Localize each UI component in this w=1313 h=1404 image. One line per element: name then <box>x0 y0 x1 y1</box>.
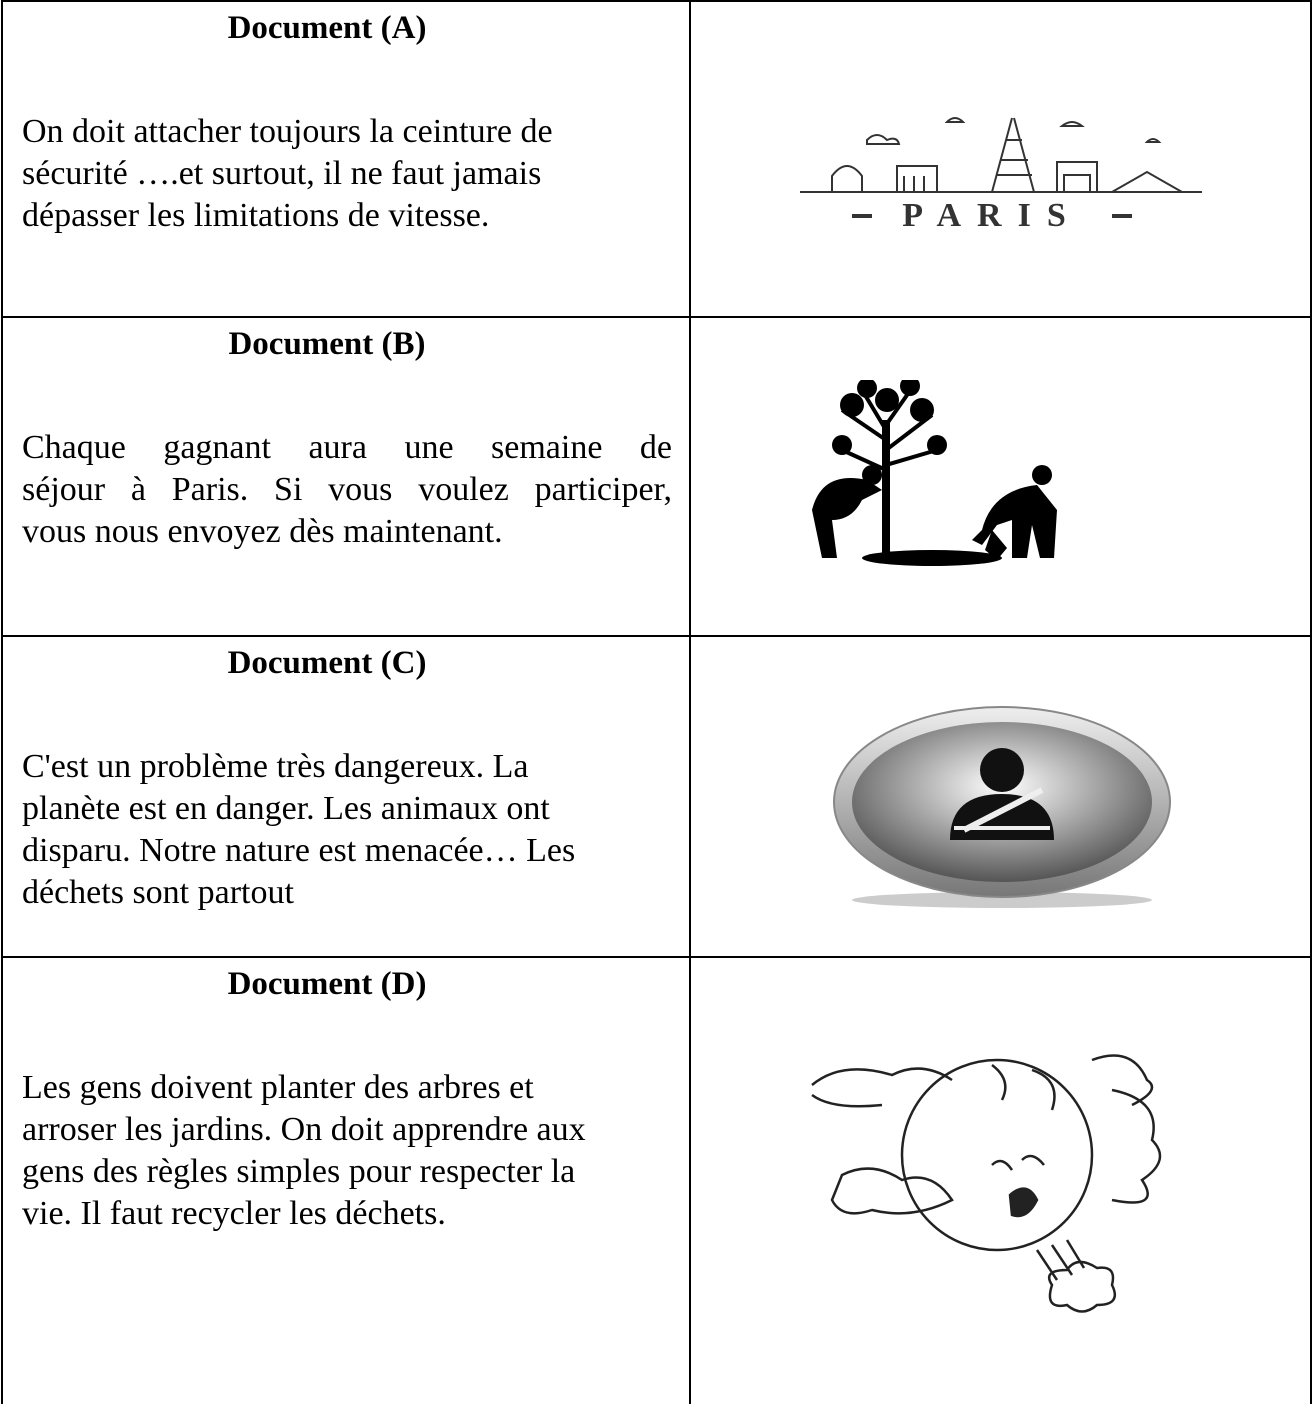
border <box>1 0 1312 2</box>
document-title: Document (A) <box>227 10 427 46</box>
tree-planting-illustration <box>812 380 1057 566</box>
document-cell: Document (D) Les gens doivent planter des… <box>22 958 672 1235</box>
border <box>1 635 1312 637</box>
border <box>1 316 1312 318</box>
border <box>689 0 691 1404</box>
document-cell: Document (B) Chaque gagnant aura une sema… <box>22 318 672 553</box>
document-text: On doit attacher toujours la ceinture de… <box>22 111 672 237</box>
document-title: Document (C) <box>227 645 427 681</box>
text-line: gens des règles simples pour respecter l… <box>22 1153 576 1190</box>
text-line: vie. Il faut recycler les déchets. <box>22 1195 446 1232</box>
text-line: sécurité ….et surtout, il ne faut jamais <box>22 155 542 192</box>
document-cell: Document (A) On doit attacher toujours la… <box>22 2 672 237</box>
border <box>1310 0 1312 1404</box>
text-line: planète est en danger. Les animaux ont <box>22 790 550 827</box>
polluted-earth-illustration <box>811 1054 1162 1313</box>
seatbelt-illustration <box>833 706 1171 908</box>
document-text: Chaque gagnant aura une semaine de séjour… <box>22 427 672 553</box>
document-title: Document (B) <box>228 326 426 362</box>
text-line: déchets sont partout <box>22 874 294 911</box>
text-line: vous nous envoyez dès maintenant. <box>22 513 503 550</box>
text-line: arroser les jardins. On doit apprendre a… <box>22 1111 586 1148</box>
border <box>1 956 1312 958</box>
text-line: dépasser les limitations de vitesse. <box>22 197 490 234</box>
text-line: Chaque gagnant aura une semaine de <box>22 429 672 466</box>
text-line: disparu. Notre nature est menacée… Les <box>22 832 576 869</box>
document-text: C'est un problème très dangereux. La plan… <box>22 746 672 914</box>
text-line: Les gens doivent planter des arbres et <box>22 1069 534 1106</box>
document-title: Document (D) <box>227 966 427 1002</box>
paris-illustration: PARIS <box>800 117 1202 234</box>
document-text: Les gens doivent planter des arbres et ar… <box>22 1067 672 1235</box>
text-line: On doit attacher toujours la ceinture de <box>22 113 553 150</box>
image-text: PARIS <box>902 197 1082 234</box>
border <box>1 0 3 1404</box>
document-cell: Document (C) C'est un problème très dange… <box>22 637 672 914</box>
text-line: C'est un problème très dangereux. La <box>22 748 529 785</box>
text-line: séjour à Paris. Si vous voulez participe… <box>22 471 672 508</box>
